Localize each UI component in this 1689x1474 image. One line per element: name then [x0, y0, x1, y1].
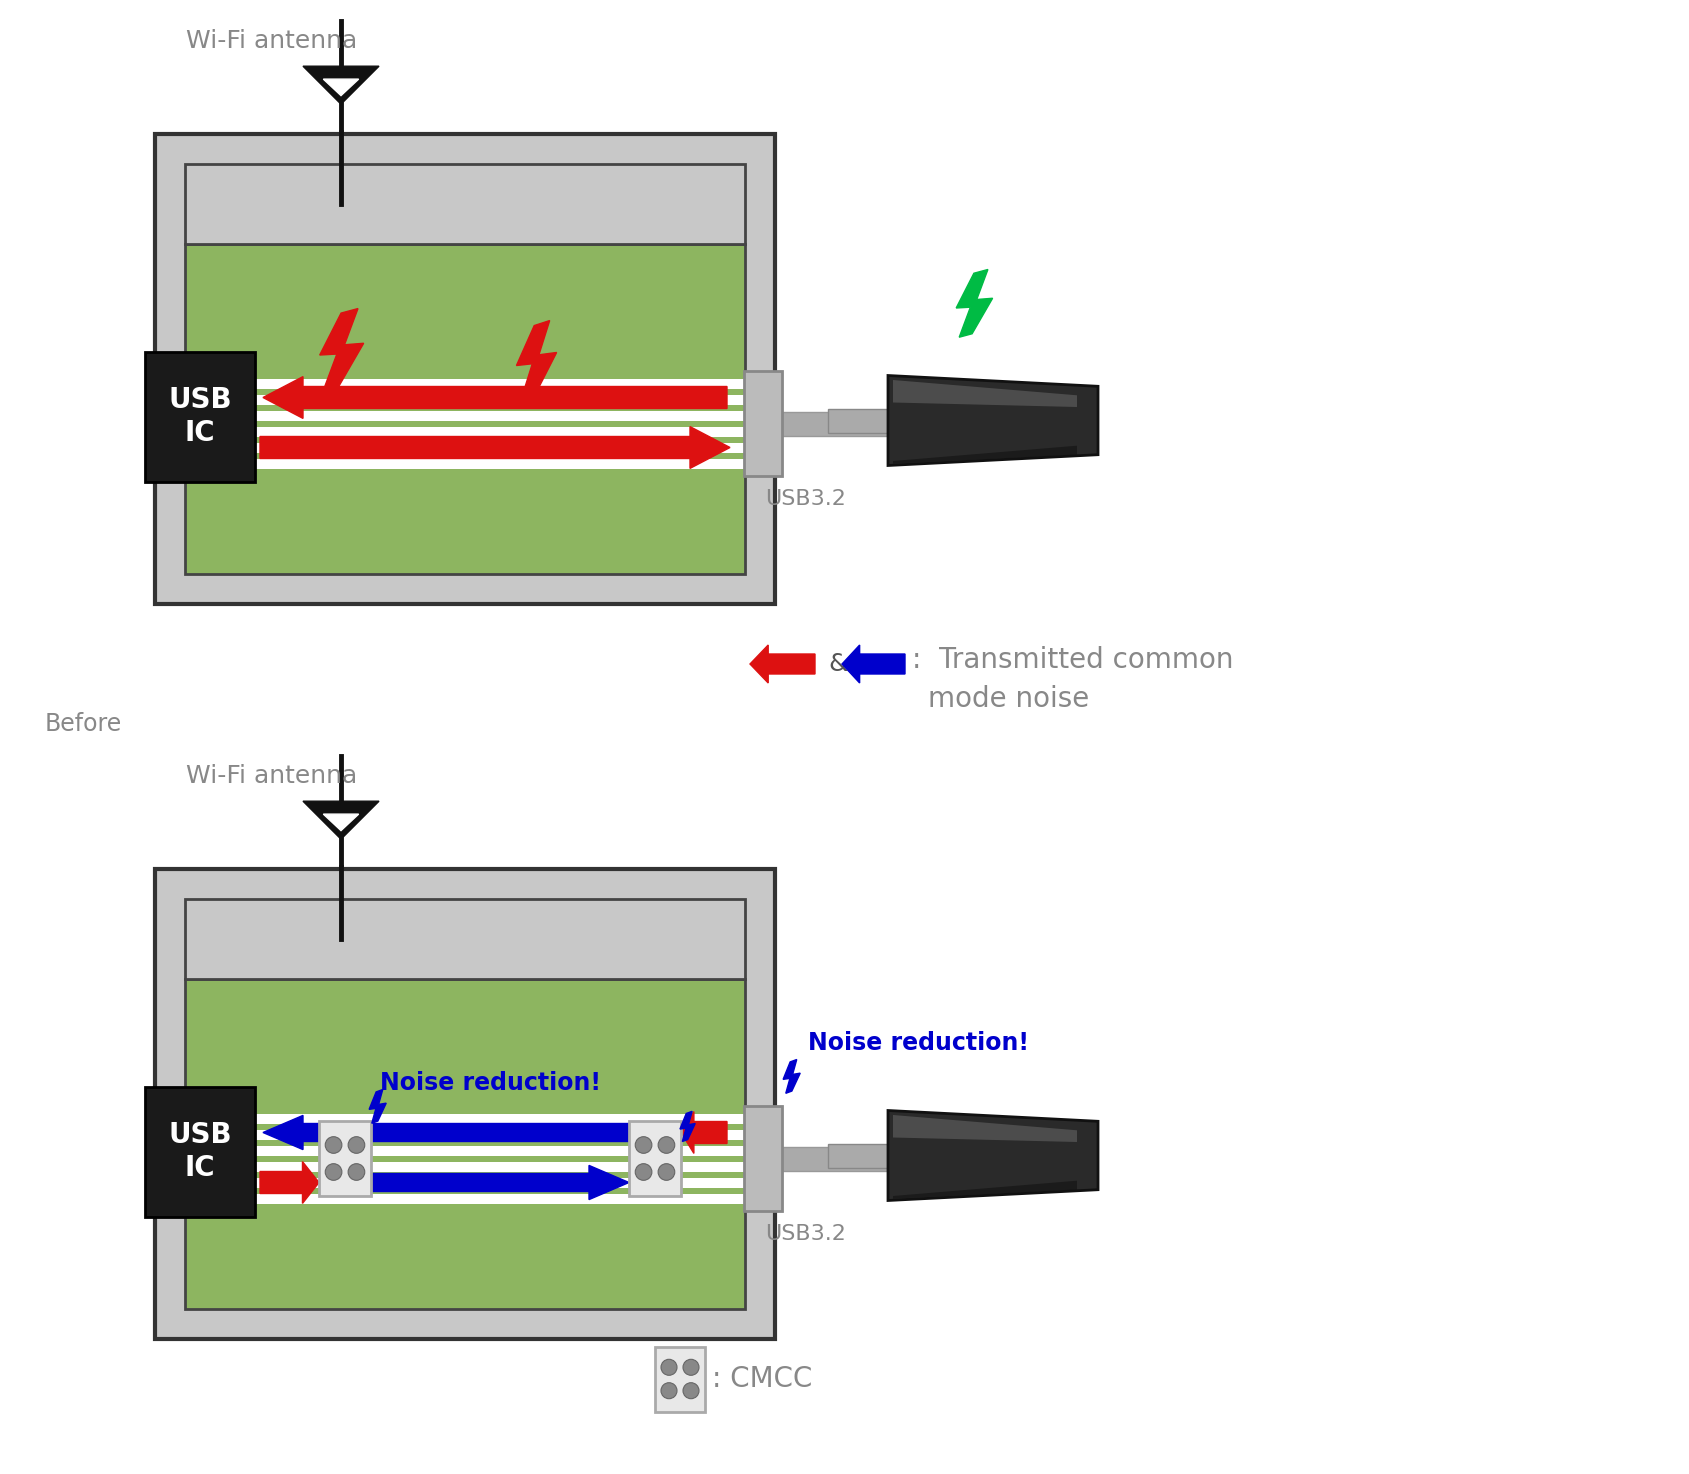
FancyArrow shape — [841, 646, 905, 682]
FancyArrow shape — [263, 376, 726, 419]
Bar — [255, 458, 745, 469]
Polygon shape — [892, 445, 1076, 464]
Bar — [255, 1178, 745, 1188]
Circle shape — [635, 1136, 652, 1153]
Bar — [628, 1122, 681, 1195]
Polygon shape — [517, 320, 556, 398]
Circle shape — [635, 1163, 652, 1181]
Circle shape — [348, 1163, 365, 1181]
Polygon shape — [892, 1114, 1076, 1142]
FancyArrow shape — [372, 1166, 628, 1200]
Polygon shape — [323, 80, 358, 96]
Bar — [782, 1147, 948, 1170]
Polygon shape — [782, 1060, 799, 1094]
Circle shape — [324, 1163, 341, 1181]
Text: USB
IC: USB IC — [169, 1122, 231, 1182]
Circle shape — [657, 1136, 674, 1153]
Text: Noise reduction!: Noise reduction! — [380, 1072, 601, 1095]
Text: USB
IC: USB IC — [169, 386, 231, 447]
Text: Noise reduction!: Noise reduction! — [807, 1032, 1029, 1055]
Bar — [255, 426, 745, 436]
Bar — [255, 442, 745, 453]
Polygon shape — [323, 814, 358, 830]
Polygon shape — [302, 802, 378, 839]
Circle shape — [682, 1359, 699, 1375]
Polygon shape — [368, 1089, 387, 1123]
Circle shape — [348, 1136, 365, 1153]
FancyArrow shape — [681, 1111, 726, 1153]
Polygon shape — [892, 380, 1076, 407]
Bar — [255, 1113, 745, 1123]
Bar — [255, 1129, 745, 1139]
Bar — [155, 870, 775, 1338]
Text: Wi-Fi antenna: Wi-Fi antenna — [186, 764, 356, 789]
Polygon shape — [679, 1111, 694, 1141]
FancyArrow shape — [750, 646, 814, 682]
Circle shape — [324, 1136, 341, 1153]
Circle shape — [660, 1383, 677, 1399]
Bar — [255, 1145, 745, 1156]
Bar — [655, 1347, 704, 1412]
Text: Wi-Fi antenna: Wi-Fi antenna — [186, 29, 356, 53]
Bar — [184, 899, 745, 979]
Bar — [155, 134, 775, 604]
Polygon shape — [887, 1110, 1098, 1200]
Bar — [255, 410, 745, 420]
Text: USB3.2: USB3.2 — [765, 488, 846, 509]
Text: : CMCC: : CMCC — [711, 1365, 812, 1393]
Bar — [255, 1194, 745, 1203]
Bar — [743, 371, 782, 476]
Text: :  Transmitted common: : Transmitted common — [912, 646, 1233, 674]
Polygon shape — [892, 1181, 1076, 1198]
Polygon shape — [319, 308, 363, 391]
Bar — [255, 395, 745, 404]
Bar — [743, 1106, 782, 1212]
Bar — [255, 1178, 745, 1188]
Text: &: & — [828, 652, 846, 677]
Bar — [255, 1194, 745, 1203]
Text: mode noise: mode noise — [927, 685, 1089, 713]
Bar — [184, 979, 745, 1309]
Circle shape — [682, 1383, 699, 1399]
FancyArrow shape — [260, 426, 730, 469]
Bar — [255, 1162, 745, 1172]
Circle shape — [660, 1359, 677, 1375]
Polygon shape — [956, 270, 991, 338]
Bar — [255, 1129, 745, 1139]
Polygon shape — [887, 376, 1098, 466]
FancyArrow shape — [260, 1162, 319, 1203]
Bar — [319, 1122, 372, 1195]
Polygon shape — [302, 66, 378, 105]
Bar — [255, 1113, 745, 1123]
Bar — [828, 408, 887, 432]
FancyArrow shape — [263, 1116, 628, 1150]
Text: Before: Before — [46, 712, 122, 736]
Bar — [782, 411, 948, 435]
Bar — [184, 164, 745, 245]
Bar — [184, 245, 745, 573]
Bar — [255, 379, 745, 389]
Circle shape — [657, 1163, 674, 1181]
Text: USB3.2: USB3.2 — [765, 1223, 846, 1244]
Bar — [145, 1086, 255, 1216]
Bar — [255, 1145, 745, 1156]
Bar — [828, 1144, 887, 1167]
Bar — [145, 352, 255, 482]
Bar — [255, 1162, 745, 1172]
